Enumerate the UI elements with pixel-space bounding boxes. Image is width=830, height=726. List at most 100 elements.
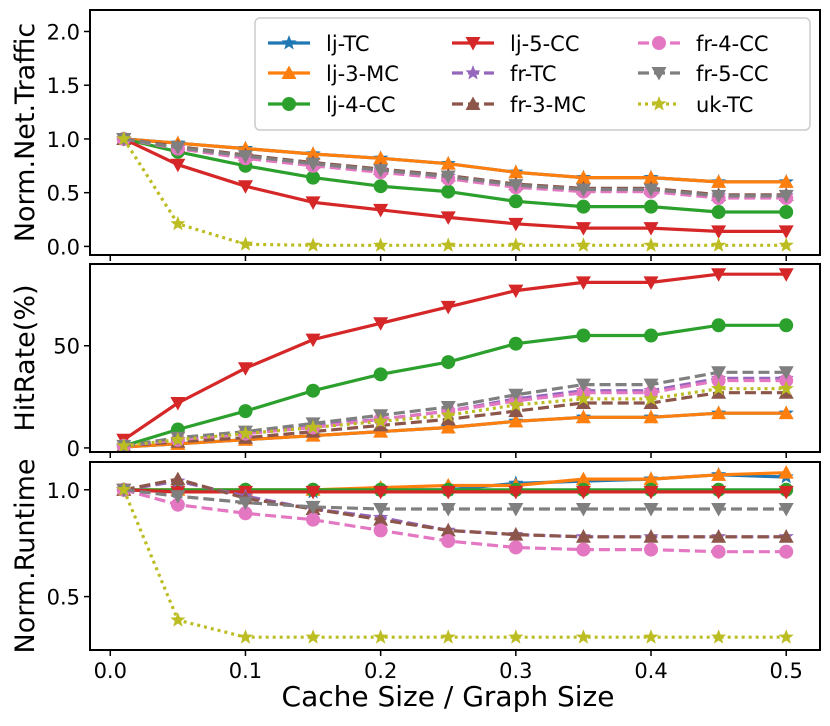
data-point-fr-3-MC — [170, 471, 186, 486]
data-point-fr-5-CC — [575, 503, 591, 517]
data-point-lj-3-MC — [575, 409, 591, 424]
legend-label-fr-4-CC: fr-4-CC — [696, 32, 769, 56]
data-point-uk-TC — [237, 629, 254, 644]
data-point-lj-5-CC — [170, 396, 186, 411]
data-point-fr-4-CC — [779, 373, 794, 388]
data-point-lj-5-CC — [170, 158, 186, 173]
data-point-uk-TC — [440, 407, 456, 422]
y-axis-label: Norm.Runtime — [10, 459, 41, 654]
legend-marker-lj-TC — [281, 35, 297, 50]
data-point-lj-3-MC — [440, 419, 456, 434]
data-point-lj-5-CC — [711, 485, 727, 500]
data-point-fr-5-CC — [237, 496, 253, 511]
data-point-fr-5-CC — [305, 157, 321, 172]
data-point-uk-TC — [778, 237, 794, 252]
x-tick-label: 0.5 — [770, 659, 803, 683]
y-tick-label: 0.0 — [47, 235, 80, 259]
data-point-lj-5-CC — [508, 284, 524, 299]
data-point-uk-TC — [116, 437, 132, 452]
data-point-fr-3-MC — [575, 529, 591, 543]
data-point-lj-5-CC — [711, 268, 727, 282]
x-axis-label: Cache Size / Graph Size — [282, 680, 615, 713]
legend-marker-lj-4-CC — [282, 97, 296, 111]
legend-label-fr-5-CC: fr-5-CC — [696, 62, 769, 86]
data-point-lj-5-CC — [643, 276, 659, 290]
x-tick-label: 0.1 — [229, 659, 262, 683]
data-point-lj-4-CC — [306, 383, 321, 398]
data-point-fr-3-MC — [440, 522, 456, 537]
legend-marker-fr-TC — [465, 65, 481, 80]
legend-marker-fr-4-CC — [652, 36, 666, 50]
data-point-fr-5-CC — [778, 503, 794, 517]
data-point-uk-TC — [373, 413, 389, 428]
data-point-lj-5-CC — [778, 485, 794, 500]
y-tick-label: 2.0 — [47, 20, 80, 44]
data-point-lj-3-MC — [575, 471, 591, 486]
data-point-uk-TC — [305, 419, 321, 434]
data-point-lj-5-CC — [575, 485, 591, 500]
data-point-fr-5-CC — [575, 183, 591, 197]
data-point-uk-TC — [305, 237, 321, 252]
data-point-lj-5-CC — [711, 225, 727, 239]
data-point-lj-4-CC — [644, 328, 659, 343]
data-point-lj-5-CC — [778, 225, 794, 239]
data-point-uk-TC — [116, 481, 132, 497]
data-point-lj-5-CC — [305, 333, 321, 348]
legend-marker-lj-3-MC — [281, 65, 297, 79]
data-point-lj-5-CC — [440, 211, 456, 225]
series-line-uk-TC — [123, 387, 787, 448]
plot-area — [116, 268, 794, 452]
data-point-uk-TC — [116, 130, 132, 146]
data-point-lj-3-MC — [711, 467, 727, 481]
data-point-fr-4-CC — [711, 373, 726, 388]
data-point-fr-3-MC — [508, 403, 524, 418]
data-point-fr-5-CC — [508, 388, 524, 403]
data-point-lj-3-MC — [778, 174, 794, 188]
series-line-lj-4-CC — [123, 137, 787, 214]
data-point-lj-4-CC — [373, 367, 388, 382]
data-point-uk-TC — [237, 236, 254, 251]
data-point-fr-3-MC — [711, 529, 727, 543]
data-point-lj-4-CC — [441, 355, 456, 370]
data-point-lj-5-CC — [373, 485, 389, 500]
data-point-fr-4-CC — [644, 542, 659, 557]
data-point-fr-5-CC — [170, 490, 186, 504]
data-point-lj-4-CC — [576, 328, 591, 343]
y-axis-label: Norm.Net.Traffic — [10, 23, 41, 242]
legend-label-lj-3-MC: lj-3-MC — [326, 62, 399, 86]
data-point-uk-TC — [305, 629, 321, 644]
data-point-lj-5-CC — [373, 317, 389, 331]
data-point-lj-3-MC — [440, 156, 456, 170]
data-point-fr-4-CC — [576, 542, 591, 557]
data-point-fr-5-CC — [643, 183, 659, 197]
legend-label-lj-TC: lj-TC — [326, 32, 370, 56]
data-point-fr-5-CC — [237, 150, 253, 164]
data-point-fr-5-CC — [373, 503, 389, 517]
data-point-lj-4-CC — [441, 184, 456, 199]
legend: lj-TC lj-3-MC lj-4-CC lj-5-CC fr-TC fr-3-MC fr… — [254, 17, 811, 131]
data-point-lj-5-CC — [508, 217, 524, 232]
data-point-fr-5-CC — [170, 141, 186, 156]
data-point-fr-5-CC — [575, 378, 591, 393]
panel-frame — [89, 461, 821, 651]
data-point-lj-3-MC — [643, 409, 659, 424]
data-point-lj-3-MC — [711, 405, 727, 420]
legend-label-fr-TC: fr-TC — [510, 62, 557, 86]
data-point-fr-4-CC — [441, 534, 456, 549]
y-tick-label: 1.0 — [47, 128, 80, 152]
x-tick-label: 0.4 — [634, 659, 667, 683]
data-point-lj-3-MC — [643, 170, 659, 184]
data-point-lj-3-MC — [778, 465, 794, 479]
y-tick-label: 50 — [53, 335, 80, 359]
y-tick-label: 0.5 — [47, 182, 80, 206]
data-point-lj-4-CC — [644, 199, 659, 214]
legend-label-fr-3-MC: fr-3-MC — [510, 93, 586, 117]
data-point-uk-TC — [170, 612, 186, 627]
data-point-uk-TC — [373, 629, 389, 644]
y-axis-label: HitRate(%) — [10, 284, 41, 431]
legend-marker-uk-TC — [651, 96, 667, 111]
data-point-lj-4-CC — [779, 318, 794, 333]
data-point-lj-5-CC — [508, 485, 524, 500]
